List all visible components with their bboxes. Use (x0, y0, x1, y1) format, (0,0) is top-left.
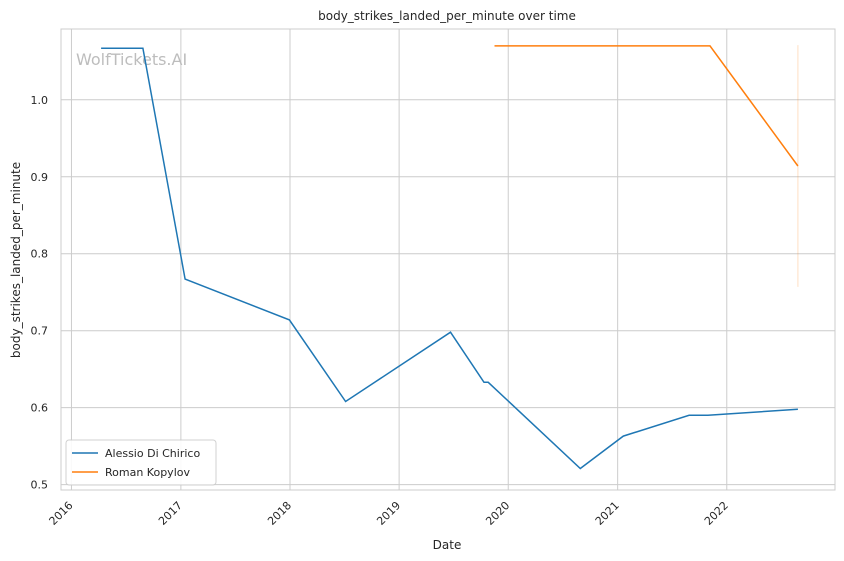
watermark: WolfTickets.AI (76, 50, 187, 69)
x-gridlines (70, 29, 728, 490)
x-tick-label: 2020 (483, 499, 512, 528)
x-tick-label: 2022 (702, 499, 731, 528)
y-axis-label: body_strikes_landed_per_minute (9, 162, 23, 358)
y-tick-label: 0.7 (31, 325, 49, 338)
y-tick-labels: 0.5 0.6 0.7 0.8 0.9 1.0 (31, 94, 49, 492)
chart-title: body_strikes_landed_per_minute over time (318, 9, 576, 23)
series-line-alessio-di-chirico (101, 47, 798, 470)
x-axis-label: Date (433, 538, 462, 552)
plot-area (60, 28, 836, 491)
x-tick-label: 2021 (593, 499, 622, 528)
legend: Alessio Di Chirico Roman Kopylov (65, 439, 217, 486)
x-tick-label: 2018 (265, 499, 294, 528)
y-tick-label: 0.5 (31, 479, 49, 492)
y-gridlines (61, 99, 835, 486)
series-lines (101, 45, 799, 470)
y-tick-label: 0.9 (31, 171, 49, 184)
x-tick-label: 2016 (47, 499, 76, 528)
legend-label-alessio-di-chirico: Alessio Di Chirico (105, 447, 200, 460)
y-tick-label: 0.6 (31, 402, 49, 415)
series-line-roman-kopylov (494, 45, 799, 167)
x-tick-label: 2019 (374, 499, 403, 528)
legend-label-roman-kopylov: Roman Kopylov (105, 466, 190, 479)
y-tick-label: 1.0 (31, 94, 49, 107)
legend-box (65, 439, 217, 486)
y-tick-label: 0.8 (31, 248, 49, 261)
x-tick-label: 2017 (156, 499, 185, 528)
x-tick-labels: 2016 2017 2018 2019 2020 2021 2022 (47, 499, 731, 528)
